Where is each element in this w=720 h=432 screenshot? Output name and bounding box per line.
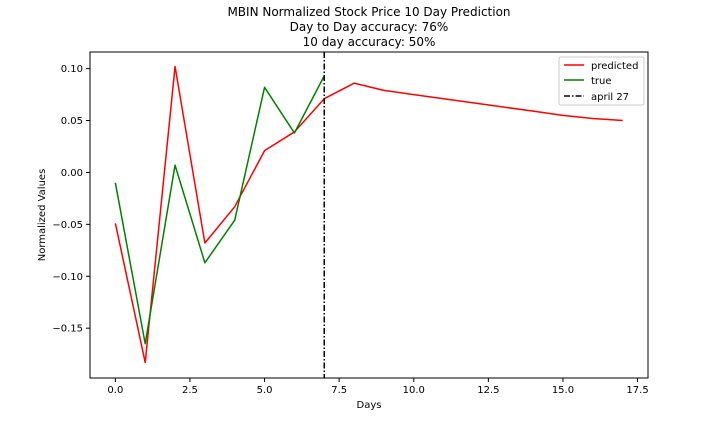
x-tick-label: 10.0 (403, 385, 425, 396)
x-tick-label: 17.5 (626, 385, 648, 396)
series-line-predicted (114, 65, 623, 364)
x-tick-label: 7.5 (331, 385, 347, 396)
y-tick-label: −0.15 (52, 324, 83, 335)
y-tick-label: 0.00 (61, 168, 83, 179)
axes: 0.0 2.5 5.0 7.5 10.0 12.5 15.0 17.5 0.10 0.05 0.00… (52, 64, 648, 396)
x-tick-label: 0.0 (107, 385, 123, 396)
legend-label-april-27: april 27 (591, 92, 629, 103)
chart-subtitle-ten-day-accuracy: 10 day accuracy: 50% (303, 35, 436, 49)
legend-label-predicted: predicted (591, 61, 638, 72)
legend-box (558, 56, 645, 106)
y-tick-label: 0.05 (61, 116, 83, 127)
x-tick-label: 15.0 (552, 385, 574, 396)
chart-subtitle-day-accuracy: Day to Day accuracy: 76% (290, 20, 449, 34)
plot-area (114, 52, 623, 378)
x-axis-label: Days (357, 400, 382, 411)
legend-label-true: true (591, 76, 612, 87)
y-tick-label: −0.05 (52, 220, 83, 231)
x-tick-label: 12.5 (477, 385, 499, 396)
x-tick-label: 2.5 (182, 385, 198, 396)
y-axis-label: Normalized Values (37, 169, 48, 262)
y-tick-label: 0.10 (61, 64, 83, 75)
chart-title: MBIN Normalized Stock Price 10 Day Predi… (227, 5, 510, 19)
series-line-true (114, 75, 325, 345)
legend: predicted true april 27 (558, 56, 645, 106)
x-tick-label: 5.0 (257, 385, 273, 396)
plot-frame (89, 51, 649, 379)
y-tick-label: −0.10 (52, 272, 83, 283)
